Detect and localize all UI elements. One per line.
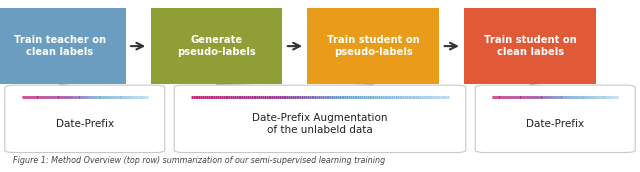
Text: Train teacher on
clean labels: Train teacher on clean labels <box>13 35 106 57</box>
Text: Generate
pseudo-labels: Generate pseudo-labels <box>177 35 256 57</box>
FancyBboxPatch shape <box>174 85 466 153</box>
Text: Figure 1: Method Overview (top row) summarization of our semi-supervised learnin: Figure 1: Method Overview (top row) summ… <box>13 156 385 165</box>
Text: Date-Prefix: Date-Prefix <box>526 119 584 129</box>
FancyBboxPatch shape <box>5 85 164 153</box>
Text: Train student on
clean labels: Train student on clean labels <box>484 35 577 57</box>
Text: Date-Prefix Augmentation
of the unlabeld data: Date-Prefix Augmentation of the unlabeld… <box>252 113 388 135</box>
FancyBboxPatch shape <box>0 8 125 84</box>
FancyBboxPatch shape <box>307 8 439 84</box>
FancyBboxPatch shape <box>150 8 282 84</box>
FancyBboxPatch shape <box>476 85 635 153</box>
Text: Date-Prefix: Date-Prefix <box>56 119 114 129</box>
FancyBboxPatch shape <box>464 8 596 84</box>
Text: Train student on
pseudo-labels: Train student on pseudo-labels <box>327 35 420 57</box>
